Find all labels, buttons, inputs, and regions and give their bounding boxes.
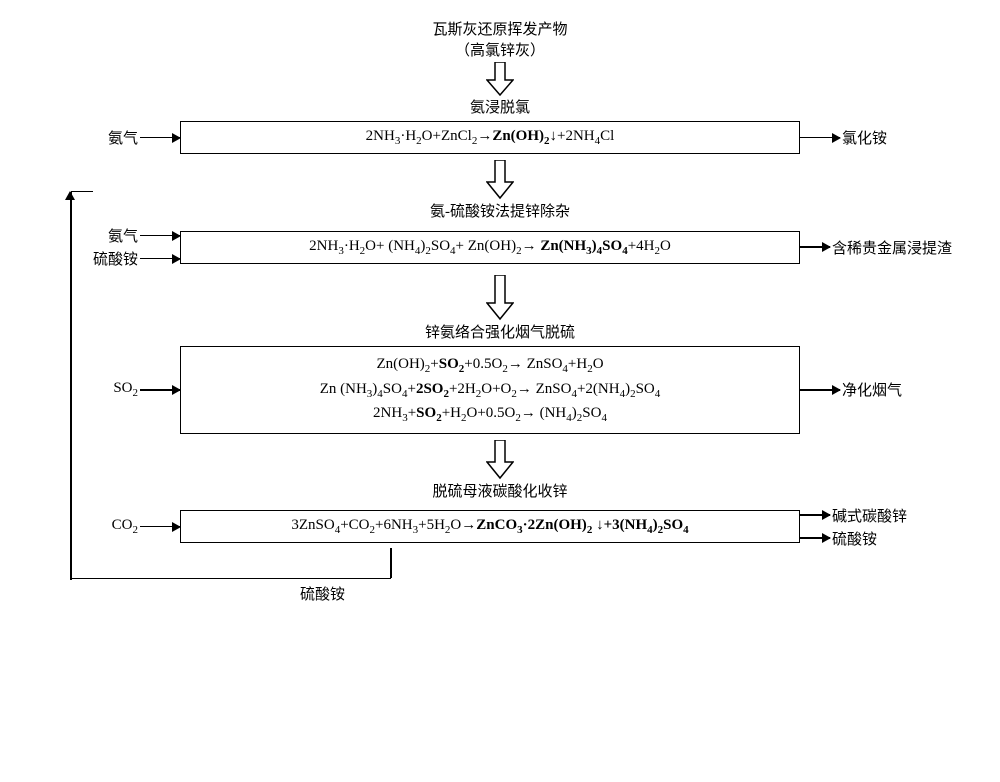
step1-label: 氨浸脱氯 [470, 96, 530, 117]
step1-out-1: 氯化铵 [800, 127, 887, 148]
arrow-right-icon [140, 137, 180, 139]
step1-in-1-text: 氨气 [108, 127, 138, 148]
eq: 2NH3·H2O+ZnCl2→Zn(OH)2↓+2NH4Cl [366, 128, 615, 144]
title-line1: 瓦斯灰还原挥发产物 [432, 20, 567, 41]
step2-in-2: 硫酸铵 [93, 248, 180, 269]
eq-line2: Zn (NH3)4SO4+2SO2+2H2O+O2→ ZnSO4+2(NH4)2… [193, 378, 787, 403]
step2-box: 2NH3·H2O+ (NH4)2SO4+ Zn(OH)2→ Zn(NH3)4SO… [180, 231, 800, 264]
arrow-right-icon [800, 514, 830, 516]
down-arrow-icon [486, 160, 514, 200]
step2-in-1-text: 氨气 [108, 225, 138, 246]
step3-row: SO2 Zn(OH)2+SO2+0.5O2→ ZnSO4+H2O Zn (NH3… [20, 346, 980, 434]
arrow-right-icon [800, 246, 830, 248]
source-material: 瓦斯灰还原挥发产物 （高氯锌灰） [432, 20, 567, 62]
eq-line3: 2NH3+SO2+H2O+0.5O2→ (NH4)2SO4 [193, 402, 787, 427]
eq: 3ZnSO4+CO2+6NH3+5H2O→ZnCO3·2Zn(OH)2 ↓+3(… [291, 517, 688, 533]
step4-out-1: 碱式碳酸锌 [800, 505, 907, 526]
down-arrow-icon [486, 62, 514, 96]
step3-in-1-text: SO2 [113, 380, 138, 399]
step1-row: 氨气 2NH3·H2O+ZnCl2→Zn(OH)2↓+2NH4Cl 氯化铵 [20, 121, 980, 154]
arrow-right-icon [140, 235, 180, 237]
step2-out-1-text: 含稀贵金属浸提渣 [832, 237, 952, 258]
recycle-connector: 硫酸铵 [20, 549, 980, 599]
flowchart-root: 瓦斯灰还原挥发产物 （高氯锌灰） 氨浸脱氯 氨气 2NH3·H2O+ZnCl2→… [20, 20, 980, 599]
step2-row: 氨气 硫酸铵 2NH3·H2O+ (NH4)2SO4+ Zn(OH)2→ Zn(… [20, 225, 980, 269]
step3-box: Zn(OH)2+SO2+0.5O2→ ZnSO4+H2O Zn (NH3)4SO… [180, 346, 800, 434]
step3-out-1: 净化烟气 [800, 379, 902, 400]
eq: 2NH3·H2O+ (NH4)2SO4+ Zn(OH)2→ Zn(NH3)4SO… [309, 238, 671, 254]
step4-label: 脱硫母液碳酸化收锌 [432, 480, 567, 501]
arrow-right-icon [140, 258, 180, 260]
down-arrow-icon [486, 440, 514, 480]
title-line2: （高氯锌灰） [432, 41, 567, 62]
step2-label: 氨-硫酸铵法提锌除杂 [430, 200, 570, 221]
arrow-right-icon [140, 389, 180, 391]
arrow-right-icon [800, 137, 840, 139]
step2-in-2-text: 硫酸铵 [93, 248, 138, 269]
step4-out-2: 硫酸铵 [800, 528, 877, 549]
step3-in-1: SO2 [113, 380, 180, 399]
step3-label: 锌氨络合强化烟气脱硫 [425, 321, 575, 342]
step4-box: 3ZnSO4+CO2+6NH3+5H2O→ZnCO3·2Zn(OH)2 ↓+3(… [180, 510, 800, 543]
step4-out-1-text: 碱式碳酸锌 [832, 505, 907, 526]
step4-in-1: CO2 [112, 517, 180, 536]
step1-in-1: 氨气 [108, 127, 180, 148]
step3-out-1-text: 净化烟气 [842, 379, 902, 400]
step2-out-1: 含稀贵金属浸提渣 [800, 237, 952, 258]
arrow-right-icon [800, 537, 830, 539]
step1-box: 2NH3·H2O+ZnCl2→Zn(OH)2↓+2NH4Cl [180, 121, 800, 154]
down-arrow-icon [486, 275, 514, 321]
step1-out-1-text: 氯化铵 [842, 127, 887, 148]
step2-in-1: 氨气 [108, 225, 180, 246]
arrow-right-icon [800, 389, 840, 391]
eq-line1: Zn(OH)2+SO2+0.5O2→ ZnSO4+H2O [193, 353, 787, 378]
recycle-label: 硫酸铵 [300, 583, 345, 604]
step4-in-1-text: CO2 [112, 517, 138, 536]
arrow-right-icon [140, 526, 180, 528]
step4-row: CO2 3ZnSO4+CO2+6NH3+5H2O→ZnCO3·2Zn(OH)2 … [20, 505, 980, 549]
step4-out-2-text: 硫酸铵 [832, 528, 877, 549]
